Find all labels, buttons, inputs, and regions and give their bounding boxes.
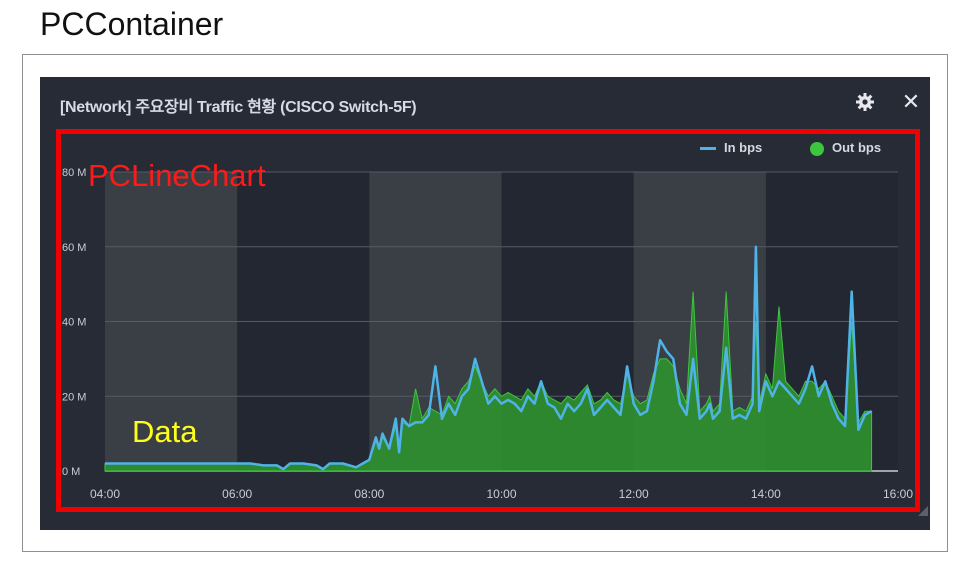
y-tick-label: 80 M (62, 167, 86, 179)
x-tick-label: 14:00 (751, 487, 781, 501)
in-bps-line (105, 245, 873, 471)
in-bps-swatch (700, 147, 716, 151)
data-annotation: Data (132, 414, 198, 449)
x-tick-label: 10:00 (486, 487, 516, 501)
x-tick-label: 16:00 (883, 487, 913, 501)
out-bps-swatch (810, 141, 824, 156)
widget-title: [Network] 주요장비 Traffic 현황 (CISCO Switch-… (60, 99, 417, 116)
chart-highlight-frame (56, 129, 920, 512)
gear-icon[interactable] (852, 89, 878, 115)
y-tick-label: 20 M (62, 391, 86, 403)
legend-label-in: In bps (724, 140, 763, 155)
legend-item-in-bps[interactable]: In bps (700, 140, 762, 155)
x-tick-label: 08:00 (354, 487, 384, 501)
resize-grip-icon[interactable] (918, 506, 928, 516)
legend-label-out: Out bps (832, 140, 882, 155)
pclinechart-annotation: PCLineChart (88, 158, 266, 193)
close-icon[interactable]: ✕ (901, 89, 921, 114)
y-tick-label: 0 M (62, 466, 80, 478)
widget-header: [Network] 주요장비 Traffic 현황 (CISCO Switch-… (40, 77, 930, 127)
y-tick-label: 40 M (62, 317, 86, 329)
x-tick-label: 04:00 (90, 487, 120, 501)
x-tick-label: 06:00 (222, 487, 252, 501)
x-tick-label: 12:00 (619, 487, 649, 501)
y-tick-label: 60 M (62, 242, 86, 254)
legend-item-out-bps[interactable]: Out bps (810, 140, 881, 156)
container-caption: PCContainer (40, 6, 224, 42)
